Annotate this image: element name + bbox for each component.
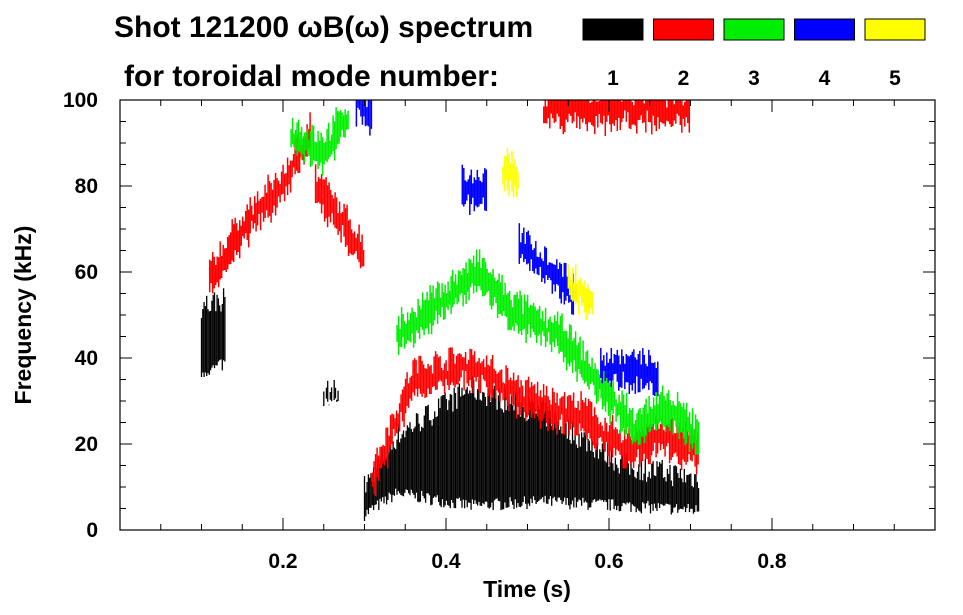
legend-label: 4	[819, 67, 831, 90]
series-n=2	[208, 100, 699, 497]
x-axis-title: Time (s)	[483, 576, 571, 602]
chart-subtitle: for toroidal mode number:	[124, 60, 499, 93]
legend-swatch	[653, 18, 714, 41]
legend-swatch	[794, 18, 855, 41]
y-tick-label: 80	[75, 175, 98, 198]
series-n=4	[355, 100, 659, 397]
y-tick-label: 100	[63, 89, 98, 112]
x-tick-label: 0.4	[431, 550, 461, 573]
y-axis-title: Frequency (kHz)	[10, 226, 36, 405]
y-tick-label: 20	[75, 433, 98, 456]
legend-swatch	[864, 18, 926, 41]
y-tick-label: 40	[75, 347, 98, 370]
series-n=5	[502, 147, 594, 320]
axis-ticks: 0.2 0.4 0.6 0.8 0 20 40 60 80 100	[63, 89, 935, 573]
legend: 1 2 3 4 5	[582, 18, 926, 90]
x-tick-label: 0.2	[268, 550, 297, 573]
legend-label: 1	[607, 67, 619, 90]
x-tick-label: 0.8	[757, 550, 787, 573]
spectrum-data	[200, 100, 700, 521]
legend-label: 2	[678, 67, 690, 90]
legend-swatch	[582, 18, 644, 41]
series-n=3	[290, 107, 700, 455]
legend-label: 3	[748, 67, 760, 90]
legend-label: 5	[889, 67, 901, 90]
x-tick-label: 0.6	[594, 550, 623, 573]
legend-swatch	[723, 18, 785, 41]
y-tick-label: 0	[86, 519, 98, 542]
y-tick-label: 60	[75, 261, 98, 284]
chart-title: Shot 121200 ωB(ω) spectrum	[114, 11, 533, 44]
